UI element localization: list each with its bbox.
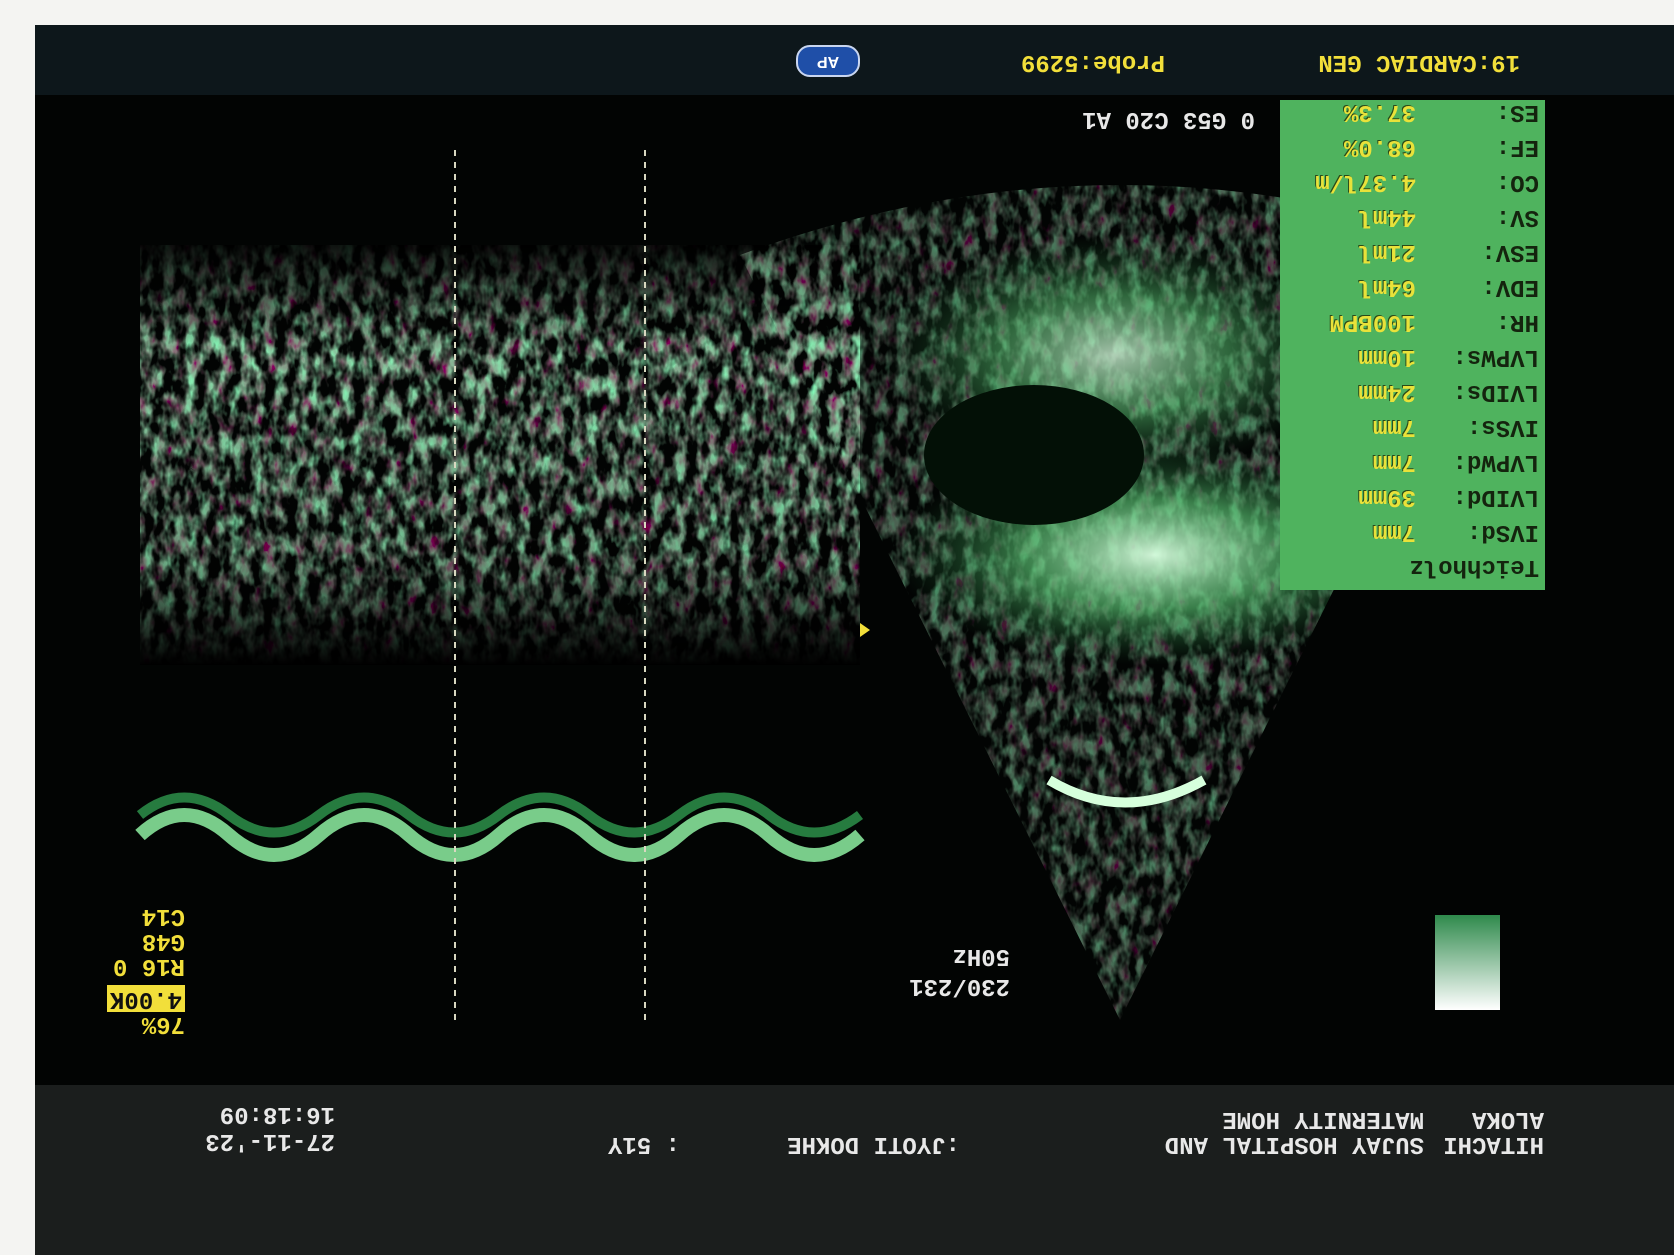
measurement-row: ESV: 21ml xyxy=(1286,234,1539,269)
m-mode-image xyxy=(135,145,865,1020)
measurement-label: LVPWd: xyxy=(1452,448,1539,475)
bright-echo xyxy=(1046,775,1207,808)
measurement-row: LVIDd: 39mm xyxy=(1286,479,1539,514)
measurement-row: IVSs: 7mm xyxy=(1286,409,1539,444)
chamber xyxy=(924,385,1144,525)
setting: G48 xyxy=(141,927,185,954)
measurement-row: ES: 37.3% xyxy=(1286,94,1539,129)
measurement-row: LVPWs: 10mm xyxy=(1286,339,1539,374)
measurement-value: 24mm xyxy=(1358,378,1416,405)
measurement-label: ESV: xyxy=(1481,238,1539,265)
measurement-label: LVPWs: xyxy=(1452,343,1539,370)
patient-age: : 51Y xyxy=(607,1130,680,1157)
probe: Probe:5299 xyxy=(1020,48,1165,75)
frame-rate: 230/231 xyxy=(909,972,1010,999)
measurement-label: IVSd: xyxy=(1466,518,1539,545)
logo: HITACHI xyxy=(1443,1130,1544,1157)
patient-name: :JYOTI DOKHE xyxy=(787,1130,960,1157)
measurement-label: SV: xyxy=(1495,203,1539,230)
hospital-name: MATERNITY HOME xyxy=(1222,1105,1424,1132)
measurement-row: HR: 100BPM xyxy=(1286,304,1539,339)
measurement-value: 7mm xyxy=(1372,413,1416,440)
marker xyxy=(860,623,870,637)
measurement-row: EF: 68.0% xyxy=(1286,129,1539,164)
setting: 4.00K xyxy=(106,985,185,1012)
panel-title: Teichholz xyxy=(1409,553,1539,580)
measurement-value: 68.0% xyxy=(1343,133,1416,160)
measurement-label: IVSs: xyxy=(1466,413,1539,440)
badge: AP xyxy=(796,45,860,77)
measurement-value: 37.3% xyxy=(1343,98,1416,125)
measurement-panel: Teichholz IVSd: 7mm LVIDd: 39mm LVPWd: 7mm IVS… xyxy=(1280,98,1545,590)
date: 27-11-'23 xyxy=(205,1127,335,1154)
logo: ALOKA xyxy=(1471,1105,1544,1132)
measurement-row: LVPWd: 7mm xyxy=(1286,444,1539,479)
measurement-value: 7mm xyxy=(1372,518,1416,545)
measurement-value: 21ml xyxy=(1358,238,1416,265)
setting: C14 xyxy=(141,902,185,929)
measurement-label: EF: xyxy=(1495,133,1539,160)
preset: 19:CARDIAC GEN xyxy=(1318,48,1520,75)
setting: 76% xyxy=(141,1010,185,1037)
measurement-label: HR: xyxy=(1495,308,1539,335)
measurement-value: 7mm xyxy=(1372,448,1416,475)
measurement-value: 44ml xyxy=(1358,203,1416,230)
gray-scale-bar xyxy=(1435,915,1500,1010)
measurement-row: EDV: 64ml xyxy=(1286,269,1539,304)
measurement-row: CO: 4.37l/m xyxy=(1286,164,1539,199)
setting: R16 0 xyxy=(112,952,185,979)
measurement-label: ES: xyxy=(1495,98,1539,125)
measurement-value: 4.37l/m xyxy=(1315,168,1416,195)
frame-rate: 50Hz xyxy=(952,942,1010,969)
header-bar xyxy=(35,1085,1674,1255)
m-mode-shade xyxy=(140,245,860,665)
m-mode-wall-echo xyxy=(135,808,865,862)
m-mode-wall-echo xyxy=(136,792,864,838)
time: 16:18:09 xyxy=(219,1100,335,1127)
measurement-row: LVIDs: 24mm xyxy=(1286,374,1539,409)
measurement-value: 10mm xyxy=(1358,343,1416,370)
measurement-label: LVIDs: xyxy=(1452,378,1539,405)
measurement-value: 64ml xyxy=(1358,273,1416,300)
measurement-label: EDV: xyxy=(1481,273,1539,300)
measurement-row: SV: 44ml xyxy=(1286,199,1539,234)
measurement-row: IVSd: 7mm xyxy=(1286,514,1539,549)
measurement-label: LVIDd: xyxy=(1452,483,1539,510)
measurement-value: 100BPM xyxy=(1329,308,1416,335)
measurement-value: 39mm xyxy=(1358,483,1416,510)
measurement-label: CO: xyxy=(1495,168,1539,195)
hospital-name: SUJAY HOSPITAL AND xyxy=(1164,1130,1424,1157)
image-params: 0 G53 C20 A1 xyxy=(1082,105,1255,132)
